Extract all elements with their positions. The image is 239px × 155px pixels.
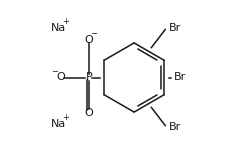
Text: O: O — [84, 35, 93, 45]
Text: Br: Br — [169, 23, 181, 33]
Text: O: O — [56, 73, 65, 82]
Text: Na: Na — [50, 23, 66, 33]
Text: +: + — [62, 113, 69, 122]
Text: +: + — [62, 17, 69, 26]
Text: Br: Br — [174, 73, 186, 82]
Text: Br: Br — [169, 122, 181, 132]
Text: −: − — [51, 67, 58, 76]
Text: −: − — [90, 30, 97, 39]
Text: O: O — [84, 108, 93, 118]
Text: P: P — [85, 73, 92, 82]
Text: Na: Na — [50, 119, 66, 129]
